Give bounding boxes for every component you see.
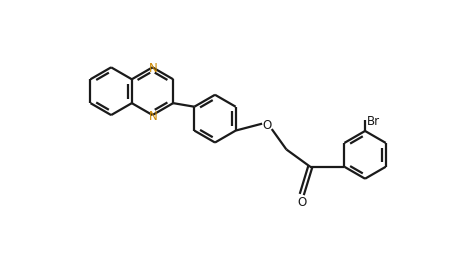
Text: O: O — [262, 118, 271, 131]
Text: O: O — [296, 195, 306, 208]
Text: N: N — [149, 109, 158, 122]
Text: N: N — [149, 61, 158, 74]
Text: Br: Br — [366, 114, 379, 127]
